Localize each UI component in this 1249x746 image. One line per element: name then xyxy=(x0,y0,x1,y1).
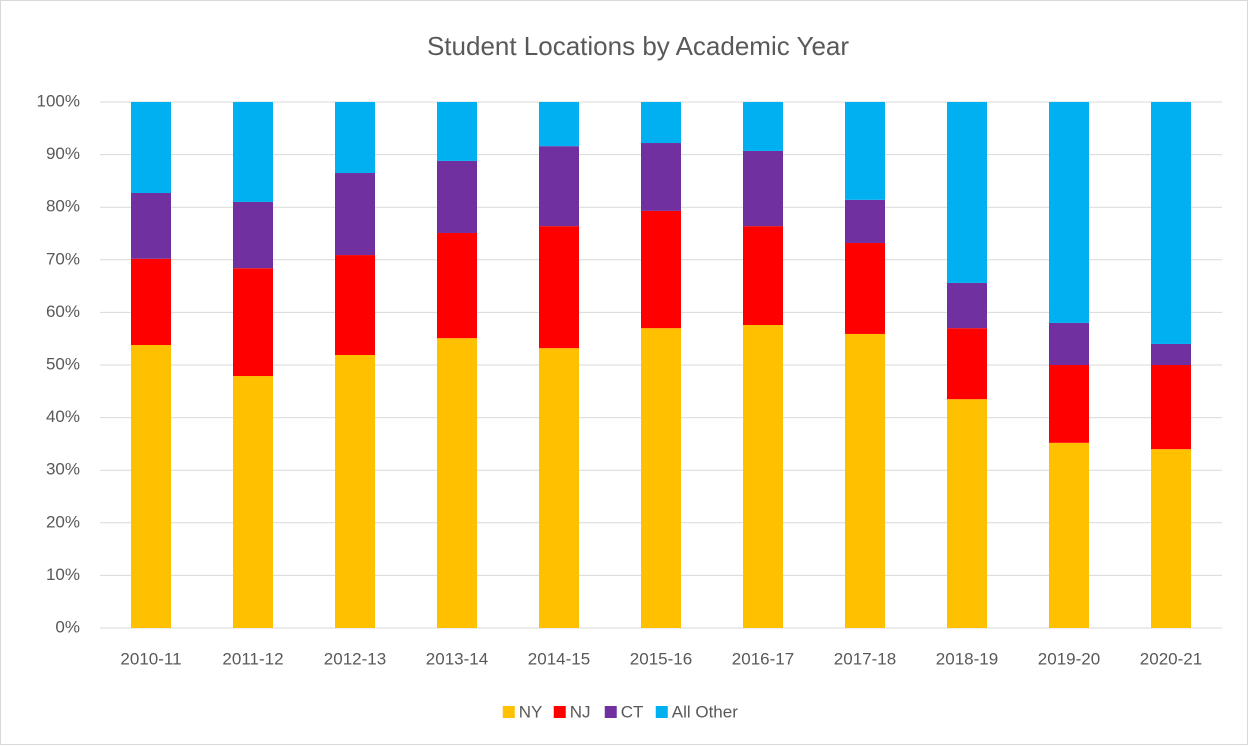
bar-segment xyxy=(641,328,681,628)
bar-segment xyxy=(335,102,375,174)
bar-segment xyxy=(947,282,987,329)
bar-segment xyxy=(539,102,579,147)
bar-segment xyxy=(131,258,171,346)
bar-segment xyxy=(437,338,477,628)
bar-segment xyxy=(845,102,885,200)
y-tick-label: 100% xyxy=(37,91,80,110)
bar-segment xyxy=(437,102,477,161)
bar-segment xyxy=(1151,365,1191,450)
x-tick-label: 2016-17 xyxy=(732,649,794,668)
bar-segment xyxy=(233,376,273,628)
y-tick-label: 10% xyxy=(46,565,80,584)
legend-label: NJ xyxy=(570,702,591,721)
x-tick-label: 2013-14 xyxy=(426,649,488,668)
bar-segment xyxy=(437,232,477,339)
bar-segment xyxy=(743,226,783,326)
bar-segment xyxy=(131,192,171,259)
bar-segment xyxy=(1049,322,1089,365)
legend-label: NY xyxy=(519,702,543,721)
y-tick-label: 20% xyxy=(46,512,80,531)
bar-segment xyxy=(641,143,681,211)
y-tick-label: 30% xyxy=(46,460,80,479)
bar-segment xyxy=(233,201,273,269)
x-tick-label: 2019-20 xyxy=(1038,649,1100,668)
y-tick-label: 80% xyxy=(46,197,80,216)
bar-segment xyxy=(1049,442,1089,628)
x-tick-label: 2010-11 xyxy=(120,649,181,668)
bar-segment xyxy=(641,210,681,329)
bar-segment xyxy=(845,199,885,243)
legend-label: All Other xyxy=(672,702,738,721)
bar-segment xyxy=(947,102,987,283)
bar-segment xyxy=(641,102,681,144)
bar-segment xyxy=(743,325,783,628)
bar-segment xyxy=(1049,102,1089,323)
bar-segment xyxy=(131,345,171,628)
x-tick-label: 2017-18 xyxy=(834,649,896,668)
bar-segment xyxy=(335,355,375,628)
bar-segment xyxy=(743,150,783,227)
bar-segment xyxy=(131,102,171,193)
chart-title: Student Locations by Academic Year xyxy=(427,31,849,61)
x-tick-label: 2018-19 xyxy=(936,649,998,668)
y-tick-label: 60% xyxy=(46,302,80,321)
x-tick-label: 2012-13 xyxy=(324,649,386,668)
bar-segment xyxy=(539,348,579,628)
legend-swatch xyxy=(553,706,566,718)
x-tick-label: 2014-15 xyxy=(528,649,590,668)
bar-segment xyxy=(947,328,987,400)
bar-segment xyxy=(335,255,375,356)
bar-segment xyxy=(1049,365,1089,443)
y-tick-label: 0% xyxy=(55,617,80,636)
x-tick-label: 2011-12 xyxy=(222,649,283,668)
bar-segment xyxy=(233,268,273,377)
bar-segment xyxy=(1151,102,1191,344)
legend-swatch xyxy=(502,706,515,718)
x-tick-label: 2020-21 xyxy=(1140,649,1202,668)
bar-segment xyxy=(335,173,375,256)
y-tick-label: 40% xyxy=(46,407,80,426)
legend-swatch xyxy=(655,706,668,718)
bar-segment xyxy=(845,333,885,628)
legend-swatch xyxy=(604,706,617,718)
x-tick-label: 2015-16 xyxy=(630,649,692,668)
bar-segment xyxy=(233,102,273,202)
bar-segment xyxy=(539,226,579,349)
y-tick-label: 70% xyxy=(46,249,80,268)
bar-segment xyxy=(539,146,579,227)
bar-segment xyxy=(1151,343,1191,365)
y-tick-label: 90% xyxy=(46,144,80,163)
y-tick-label: 50% xyxy=(46,354,80,373)
bar-segment xyxy=(845,242,885,334)
bar-segment xyxy=(947,399,987,628)
bar-segment xyxy=(437,160,477,233)
bar-segment xyxy=(1151,449,1191,628)
legend-label: CT xyxy=(621,702,644,721)
bar-segment xyxy=(743,102,783,151)
